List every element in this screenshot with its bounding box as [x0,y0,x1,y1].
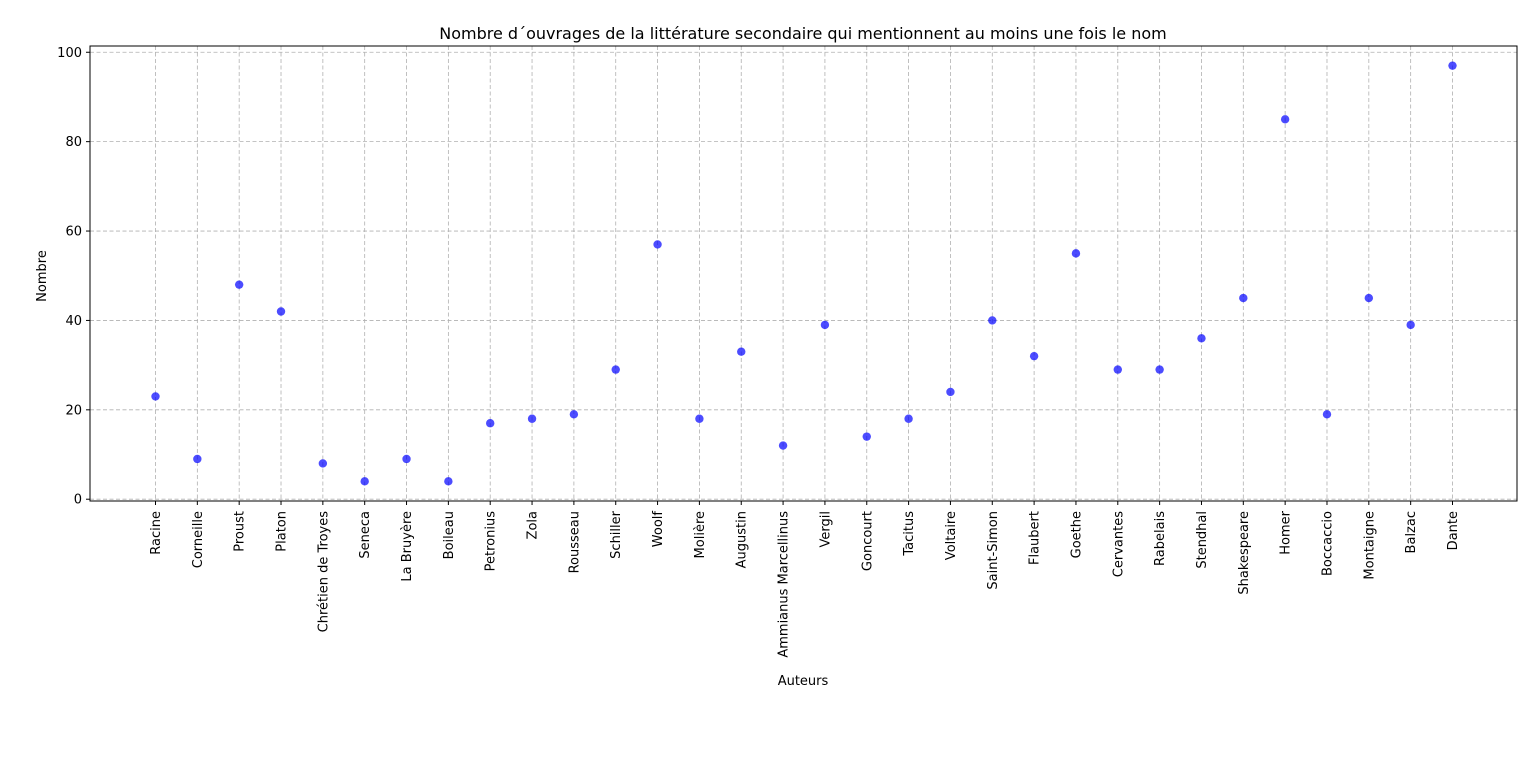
data-point [611,365,620,374]
plot-area-frame [89,45,1518,502]
data-point [1448,61,1457,70]
x-tick-label: Molière [693,511,708,558]
data-point [820,320,830,330]
x-tick-label: Augustin [735,511,750,568]
data-point [1071,249,1081,258]
x-tick-label: Proust [233,511,248,552]
data-point [1029,351,1039,361]
data-point [1197,334,1206,343]
y-tick-label: 40 [65,314,82,329]
x-tick-label: Goethe [1069,511,1084,558]
grid-lines [90,46,1517,501]
x-tick-label: Rabelais [1153,511,1168,566]
data-point [527,414,537,423]
data-point [444,477,453,486]
y-tick-label: 80 [65,135,82,150]
x-tick-label: Corneille [191,511,206,568]
data-point [151,392,160,401]
x-tick-label: Saint-Simon [986,511,1001,590]
x-tick-label: Ammianus Marcellinus [777,511,792,658]
x-tick-label: Balzac [1404,511,1419,553]
x-tick-label: La Bruyère [400,511,415,582]
x-tick-label: Montaigne [1362,511,1377,580]
data-point [402,454,411,464]
x-tick-label: Dante [1446,511,1461,550]
x-tick-label: Stendhal [1195,511,1210,569]
y-tick-label: 0 [74,493,82,508]
x-tick-label: Vergil [818,511,833,547]
data-point [1364,293,1374,303]
x-tick-label: Goncourt [860,511,875,571]
data-point [486,419,495,428]
x-tick-label: Petronius [484,511,499,572]
x-tick-label: Shakespeare [1237,511,1252,595]
y-axis-ticks: 0 20 40 60 80 100 [57,46,90,508]
data-point [1322,410,1332,419]
x-tick-label: Boileau [442,511,457,559]
x-tick-label: Voltaire [944,511,959,560]
x-tick-label: Schiller [609,510,624,558]
data-point [988,316,997,325]
data-point [862,432,871,441]
data-point [946,387,955,397]
data-point [1155,365,1164,374]
x-axis-label: Auteurs [778,674,829,689]
x-axis-ticks: Racine Corneille Proust Platon Chrétien de T… [149,501,1461,658]
x-tick-label: Rousseau [567,511,582,573]
data-point [569,410,579,419]
x-tick-label: Seneca [358,511,373,559]
x-tick-label: Homer [1279,510,1294,554]
data-point [778,441,788,450]
data-point [653,240,662,249]
data-point [1280,115,1290,124]
x-tick-label: Woolf [651,511,666,548]
data-point [1406,320,1415,330]
data-point [318,459,328,468]
data-point [904,414,913,423]
x-tick-label: Boccaccio [1320,511,1335,576]
data-point [695,414,704,423]
x-tick-label: Racine [149,511,164,555]
y-tick-label: 20 [65,403,82,418]
data-point [1239,293,1248,303]
data-points [151,61,1457,486]
y-tick-label: 60 [65,225,82,240]
x-tick-label: Chrétien de Troyes [316,511,331,633]
y-tick-label: 100 [57,46,82,61]
data-point [1113,365,1122,374]
data-point [360,477,369,486]
x-tick-label: Tacitus [902,511,917,557]
x-tick-label: Zola [526,511,541,539]
y-axis-label: Nombre [35,250,50,302]
data-point [234,280,244,289]
data-point [193,454,202,464]
x-tick-label: Platon [275,511,290,552]
x-tick-label: Cervantes [1111,511,1126,577]
data-point [737,347,746,356]
x-tick-label: Flaubert [1028,511,1043,565]
chart-title: Nombre d´ouvrages de la littérature seco… [439,24,1166,43]
data-point [276,307,286,316]
